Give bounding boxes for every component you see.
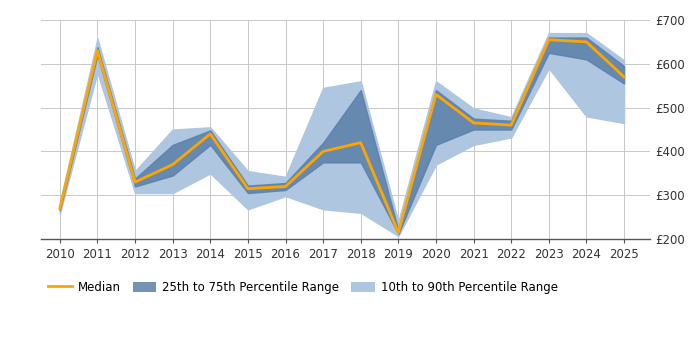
Legend: Median, 25th to 75th Percentile Range, 10th to 90th Percentile Range: Median, 25th to 75th Percentile Range, 1… — [44, 276, 562, 299]
